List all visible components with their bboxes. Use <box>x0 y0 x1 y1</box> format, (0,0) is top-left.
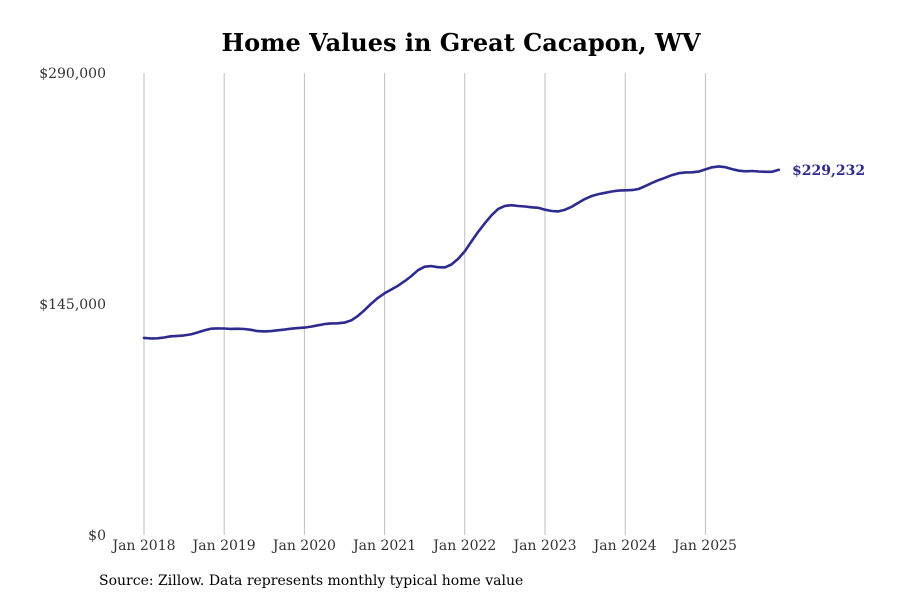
source-note: Source: Zillow. Data represents monthly … <box>99 573 524 589</box>
x-tick-label: Jan 2023 <box>511 538 576 554</box>
x-tick-label: Jan 2018 <box>110 538 175 554</box>
x-tick-label: Jan 2025 <box>672 538 737 554</box>
gridlines <box>143 73 706 535</box>
x-tick-label: Jan 2024 <box>592 538 657 554</box>
x-tick-label: Jan 2022 <box>431 538 496 554</box>
x-tick-label: Jan 2019 <box>191 538 256 554</box>
x-axis-ticks: Jan 2018 Jan 2019 Jan 2020 Jan 2021 Jan 2022… <box>110 538 736 554</box>
y-tick-label: $0 <box>88 528 106 544</box>
x-tick-label: Jan 2021 <box>351 538 416 554</box>
y-tick-label: $145,000 <box>39 297 106 313</box>
last-value-label: $229,232 <box>792 163 865 179</box>
chart-title: Home Values in Great Cacapon, WV <box>221 28 700 57</box>
y-axis-ticks: $0 $145,000 $290,000 <box>39 66 106 544</box>
x-tick-label: Jan 2020 <box>271 538 336 554</box>
home-value-line <box>142 165 781 340</box>
y-tick-label: $290,000 <box>39 66 106 82</box>
